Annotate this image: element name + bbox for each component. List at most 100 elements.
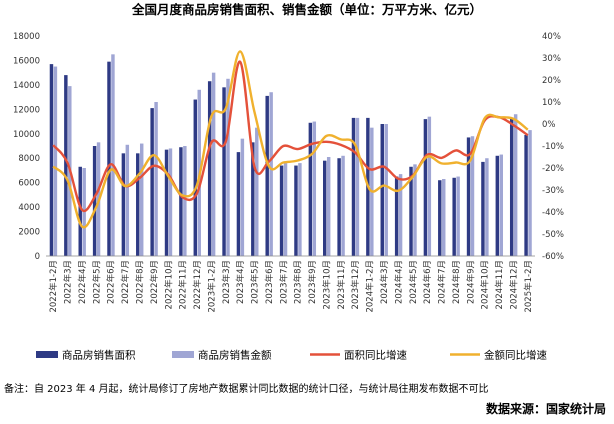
bar [485,158,489,256]
x-axis-tick-label: 2023年1-2月 [206,260,217,313]
x-axis-tick-label: 2024年5月 [408,260,419,304]
bar [495,155,500,256]
x-axis-tick-label: 2024年1-2月 [365,260,376,313]
x-axis-tick-label: 2022年7月 [120,260,131,304]
bar [528,130,532,256]
data-source: 数据来源：国家统计局 [486,401,606,416]
bar [384,124,388,256]
bar-series [49,54,532,257]
bar [466,137,471,256]
x-axis-tick-label: 2023年12月 [350,260,361,309]
bar [78,166,82,256]
legend-swatch [36,351,58,358]
bar [337,158,341,256]
bar [168,148,173,256]
left-axis-tick-label: 8000 [18,154,40,164]
x-axis-tick-label: 2024年10月 [480,260,491,309]
bar [136,153,140,256]
x-axis-tick-label: 2024年7月 [437,260,448,304]
x-axis-tick-label: 2023年10月 [321,260,332,309]
line-series [52,50,529,229]
x-axis-tick-label: 2024年6月 [422,260,433,304]
bar [107,61,111,256]
bar [423,119,428,256]
x-axis-tick-label: 2022年10月 [163,260,174,309]
x-axis-tick-label: 2024年8月 [451,260,462,304]
x-axis-tick-label: 2023年9月 [307,260,318,304]
x-axis-tick-label: 2024年3月 [379,260,390,304]
right-axis-tick-label: 0% [542,120,556,130]
legend-label: 商品房销售面积 [62,349,136,362]
bar [150,108,154,256]
bar [269,92,273,256]
x-axis-tick-label: 2023年8月 [293,260,304,304]
bar [312,121,317,256]
bar [226,78,230,257]
bar [251,142,255,256]
bar [499,154,503,256]
bar [92,146,97,256]
bar [283,163,288,256]
right-axis-tick-label: 30% [542,54,561,64]
bar [111,54,115,257]
bar [179,147,183,256]
x-axis-tick-label: 2023年7月 [278,260,289,304]
bar [49,64,54,256]
right-axis-tick-label: -60% [542,252,564,262]
bar [279,165,284,256]
right-axis-tick-label: -10% [542,142,564,152]
x-axis-tick-label: 2024年12月 [508,260,519,309]
bar [211,72,216,257]
bar [413,164,417,256]
bar [355,117,360,256]
bar [207,81,212,256]
left-axis-tick-label: 18000 [13,32,40,42]
bar [125,144,130,256]
left-axis-tick-label: 16000 [13,56,40,66]
bar [236,152,241,256]
left-axis-tick-label: 10000 [13,130,40,140]
bar [121,153,126,256]
x-axis-tick-label: 2022年11月 [178,260,189,309]
bar [298,163,302,256]
series-line [52,50,529,229]
x-axis-tick-label: 2025年1-2月 [523,260,534,313]
x-axis-tick-label: 2023年6月 [264,260,275,304]
bar [64,75,68,256]
bar [308,122,313,257]
left-axis-tick-label: 12000 [13,105,40,115]
bar [427,116,432,257]
x-axis-tick-label: 2023年11月 [336,260,347,309]
chart-title: 全国月度商品房销售面积、销售金额（单位：万平方米、亿元） [131,2,482,17]
right-axis-tick-label: -20% [542,164,564,174]
bar [265,95,269,256]
bar [53,66,58,256]
right-axis-tick-label: -30% [542,186,564,196]
bar [154,102,158,256]
right-axis-tick-label: -50% [542,230,564,240]
bar [323,160,327,256]
right-axis-tick-label: 40% [542,32,561,42]
bar [164,149,169,256]
bar [438,180,442,256]
right-axis-tick-label: -40% [542,208,564,218]
left-axis-tick-label: 0 [35,252,40,262]
x-axis-tick-label: 2022年1-2月 [48,260,59,313]
bar [193,99,198,256]
legend-swatch [172,351,194,358]
x-axis-tick-label: 2022年8月 [134,260,145,304]
bar [380,124,384,256]
bar [509,117,514,256]
bar [409,166,413,256]
right-axis-tick-label: 10% [542,98,561,108]
x-axis-tick-label: 2022年6月 [106,260,117,304]
left-axis-tick-label: 6000 [18,179,40,189]
bar [294,165,298,256]
chart-note: 备注：自 2023 年 4 月起，统计局修订了房地产数据累计同比数据的统计口径，… [4,382,489,395]
left-axis-tick-label: 14000 [13,81,40,91]
x-axis-tick-label: 2024年9月 [465,260,476,304]
bar [351,117,356,256]
x-axis-tick-label: 2022年9月 [149,260,160,304]
bar [326,157,331,256]
